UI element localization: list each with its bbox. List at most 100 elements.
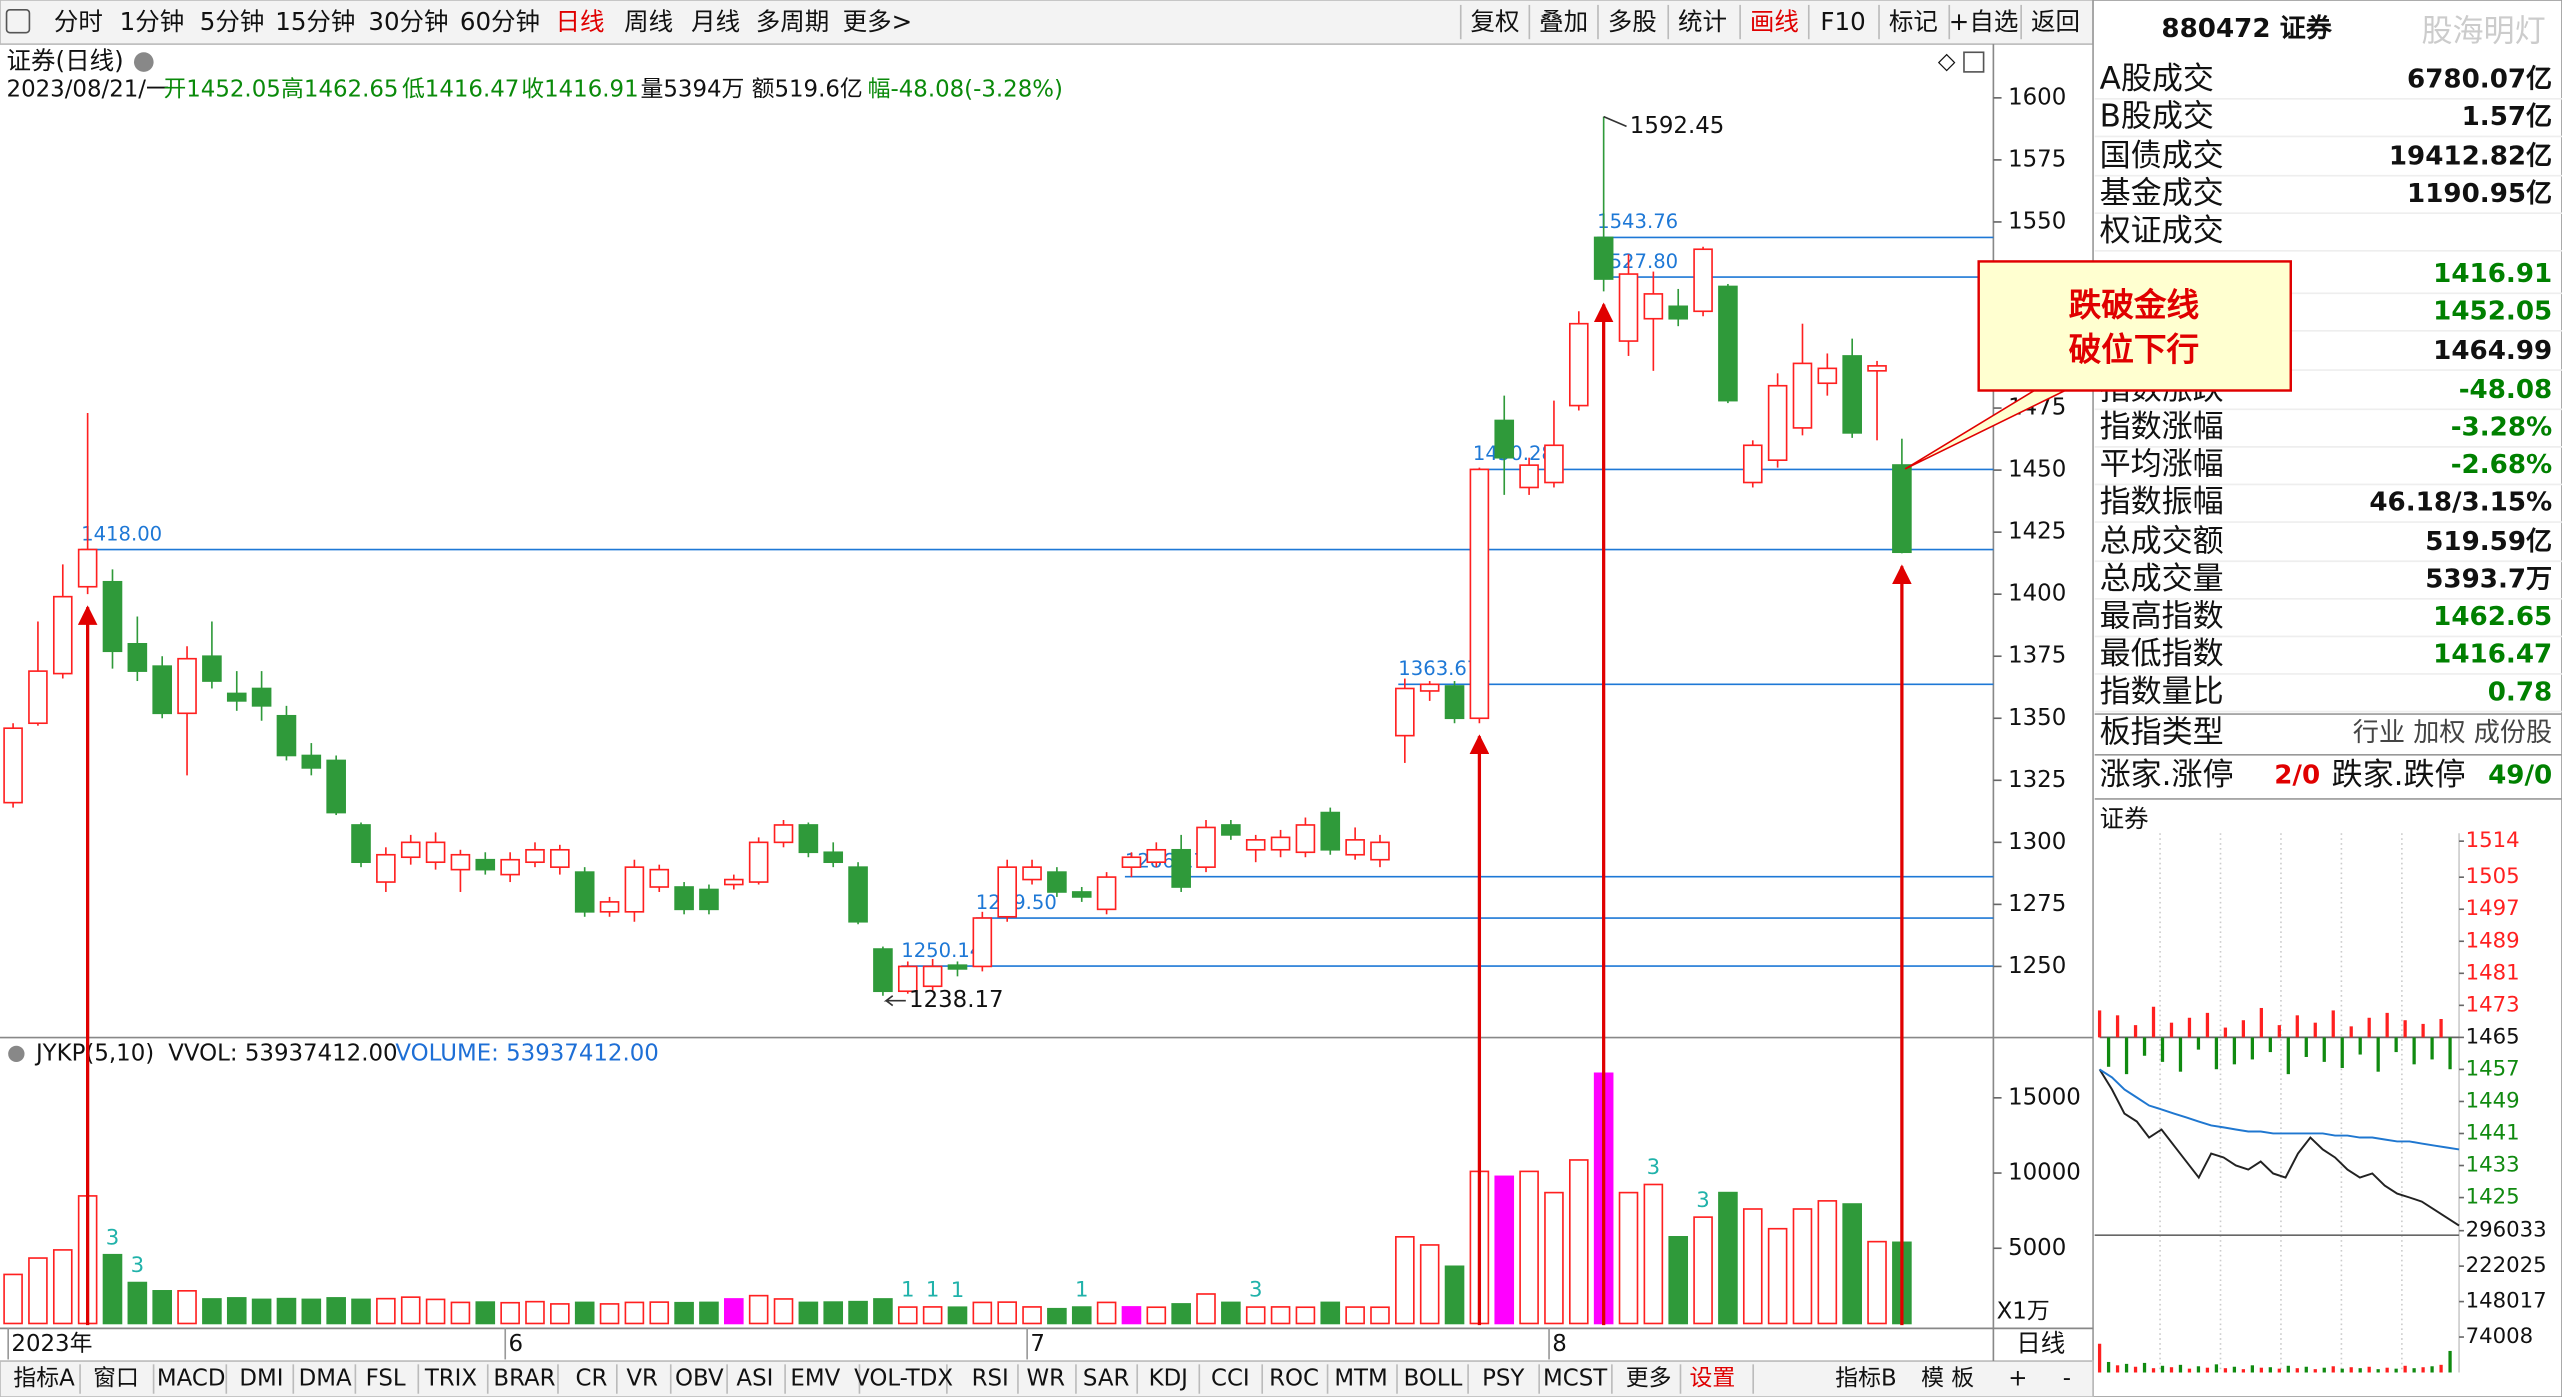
candle-body xyxy=(1817,367,1838,385)
candle-body xyxy=(599,901,620,913)
indicator-tab[interactable]: 指标A xyxy=(13,1366,75,1392)
volume-bar xyxy=(1693,1216,1713,1325)
mini-y-tick-label: 1481 xyxy=(2466,960,2520,985)
candle-body xyxy=(400,841,421,859)
row-value: 49/0 xyxy=(2488,761,2552,791)
indicator-tab[interactable]: TRIX xyxy=(424,1366,477,1392)
period-tab[interactable]: 5分钟 xyxy=(200,7,265,36)
indicator-tab[interactable]: SAR xyxy=(1083,1366,1130,1392)
volume-bar xyxy=(724,1298,744,1325)
indicator-tab[interactable]: WR xyxy=(1026,1366,1065,1392)
mini-y-tick-label: 1457 xyxy=(2466,1056,2520,1081)
period-tab[interactable]: 周线 xyxy=(624,7,673,36)
period-tab[interactable]: 月线 xyxy=(691,7,740,36)
indicator-tab[interactable]: BOLL xyxy=(1404,1366,1463,1392)
volume-bar xyxy=(326,1297,346,1325)
x-tick-label: 6 xyxy=(509,1331,524,1357)
indicator-tab[interactable]: 模 板 xyxy=(1921,1366,1974,1392)
callout-text: 破位下行 xyxy=(2069,330,2200,368)
indicator-tab[interactable]: ASI xyxy=(736,1366,773,1392)
candle-body xyxy=(1742,444,1763,484)
candle-body xyxy=(226,692,247,702)
volume-bar xyxy=(1047,1307,1067,1325)
indicator-tab[interactable]: 指标B xyxy=(1835,1366,1896,1392)
period-tab[interactable]: 60分钟 xyxy=(460,7,540,36)
quote-info: 量5394万 xyxy=(641,76,745,102)
indicator-menu[interactable] xyxy=(8,1045,25,1063)
indicator-tab[interactable]: FSL xyxy=(366,1366,406,1392)
y-tick-label: 5000 xyxy=(2008,1235,2066,1261)
candle-body xyxy=(28,670,48,725)
row-value: 0.78 xyxy=(2488,677,2552,707)
indicator-tab[interactable]: EMV xyxy=(790,1366,840,1392)
volume-bar xyxy=(1618,1191,1639,1325)
indicator-tab[interactable]: 窗口 xyxy=(93,1366,139,1392)
tool-button[interactable]: 统计 xyxy=(1678,7,1727,36)
indicator-tab[interactable]: RSI xyxy=(972,1366,1009,1392)
volume-bar xyxy=(1345,1306,1365,1325)
candle-body xyxy=(1395,687,1415,737)
indicator-tab[interactable]: MTM xyxy=(1334,1366,1387,1392)
indicator-tab[interactable]: CCI xyxy=(1211,1366,1250,1392)
row-value: -3.28% xyxy=(2451,413,2552,443)
indicator-tab[interactable]: DMA xyxy=(299,1366,352,1392)
candle-body xyxy=(326,759,346,814)
indicator-tab[interactable]: MACD xyxy=(157,1366,226,1392)
y-tick-label: 1575 xyxy=(2008,146,2066,172)
indicator-tab[interactable]: - xyxy=(2063,1366,2071,1392)
period-tab[interactable]: 15分钟 xyxy=(275,7,355,36)
period-tab[interactable]: 日线 xyxy=(556,7,605,36)
period-tab[interactable]: 30分钟 xyxy=(368,7,448,36)
indicator-tab[interactable]: MCST xyxy=(1543,1366,1608,1392)
menu-icon[interactable] xyxy=(5,8,31,34)
tool-button[interactable]: 返回 xyxy=(2031,7,2080,36)
tool-button[interactable]: 叠加 xyxy=(1539,7,1588,36)
row-value: 1462.65 xyxy=(2433,602,2552,632)
volume-bar xyxy=(1320,1301,1341,1325)
mini-y-tick-label: 1489 xyxy=(2466,928,2520,953)
indicator-tab[interactable]: CR xyxy=(576,1366,608,1392)
indicator-tab[interactable]: ROC xyxy=(1269,1366,1319,1392)
row-value: 6780.07亿 xyxy=(2407,65,2552,95)
x-tick-label: 2023年 xyxy=(11,1331,92,1357)
diamond-icon[interactable]: ◇ xyxy=(1938,49,1956,75)
indicator-tab[interactable]: OBV xyxy=(675,1366,724,1392)
indicator-name: JYKP(5,10) xyxy=(34,1040,154,1066)
row-value: 1452.05 xyxy=(2433,297,2552,327)
tool-button[interactable]: 标记 xyxy=(1889,7,1938,36)
tool-button[interactable]: 多股 xyxy=(1608,7,1657,36)
candle-body xyxy=(1270,836,1291,851)
volume-bar xyxy=(202,1298,222,1325)
level-label: 1250.14 xyxy=(901,939,982,962)
period-tab[interactable]: 分时 xyxy=(54,7,103,36)
window-icon[interactable] xyxy=(1963,51,1985,73)
volume-annotation: 3 xyxy=(1696,1188,1710,1213)
y-tick-label: 1375 xyxy=(2008,643,2066,669)
candle-body xyxy=(1693,248,1713,313)
tool-button[interactable]: 画线 xyxy=(1750,7,1799,36)
volume-bar xyxy=(1171,1303,1191,1325)
volume-bar xyxy=(823,1301,844,1325)
indicator-tab[interactable]: KDJ xyxy=(1149,1366,1188,1392)
period-tab[interactable]: 更多> xyxy=(843,7,913,36)
indicator-tab[interactable]: PSY xyxy=(1482,1366,1525,1392)
period-tab[interactable]: 1分钟 xyxy=(120,7,185,36)
indicator-tab[interactable]: 更多 xyxy=(1626,1366,1672,1392)
indicator-tab[interactable]: DMI xyxy=(239,1366,283,1392)
indicator-tab[interactable]: VR xyxy=(626,1366,658,1392)
mini-y-tick-label: 1505 xyxy=(2466,864,2520,889)
period-tab[interactable]: 多周期 xyxy=(756,7,830,36)
indicator-tab[interactable]: + xyxy=(2008,1366,2027,1392)
indicator-tab[interactable]: BRAR xyxy=(493,1366,555,1392)
tool-button[interactable]: +自选 xyxy=(1949,7,2019,36)
row-value: 2/0 xyxy=(2274,761,2320,791)
candle-body xyxy=(152,665,172,715)
indicator-tab[interactable]: 设置 xyxy=(1689,1366,1735,1392)
indicator-tab[interactable]: VOL-TDX xyxy=(854,1366,953,1392)
tool-button[interactable]: 复权 xyxy=(1471,7,1520,36)
title-menu[interactable] xyxy=(133,52,154,72)
candle-body xyxy=(102,580,123,653)
tool-button[interactable]: F10 xyxy=(1820,7,1865,36)
mini-y-tick-label: 1473 xyxy=(2466,992,2520,1017)
watermark: 股海明灯 xyxy=(2422,14,2546,50)
